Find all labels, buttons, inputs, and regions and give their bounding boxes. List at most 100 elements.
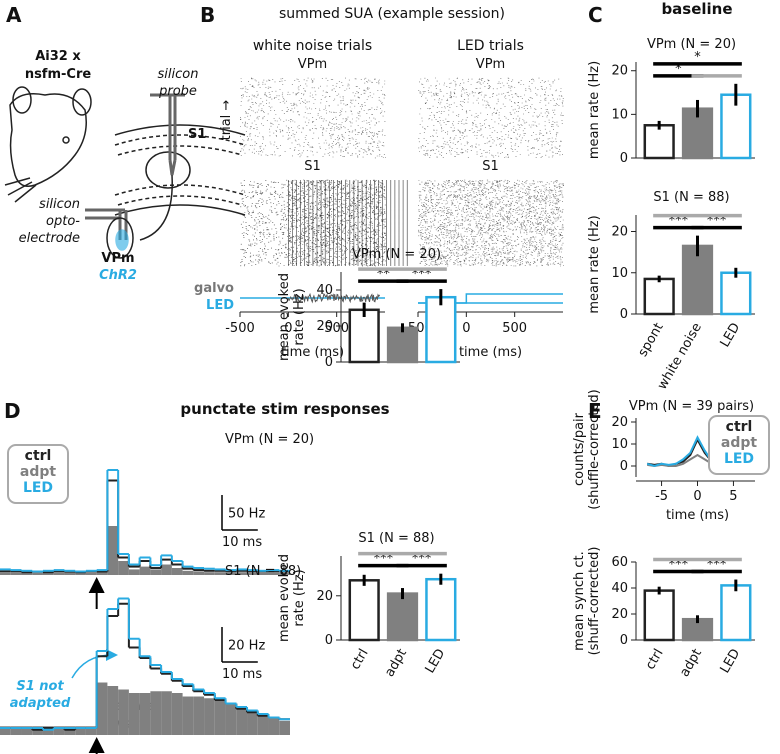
x-tick-label: 5 (729, 489, 737, 504)
histogram-bar (150, 569, 162, 575)
mouse-illustration (4, 86, 246, 259)
y-tick-label: 20 (611, 225, 628, 240)
optrode-label: silicon (39, 197, 80, 212)
y-tick-label: 20 (316, 319, 333, 334)
scale-label: 10 ms (222, 667, 262, 682)
y-tick-label: 0 (620, 307, 628, 322)
column-title: white noise trials (253, 38, 372, 54)
nucleus-label: VPm (101, 251, 134, 266)
panel-title: summed SUA (example session) (279, 6, 505, 22)
y-tick-label: 20 (611, 64, 628, 79)
panel-letter: A (6, 3, 22, 27)
y-tick-label: 40 (316, 283, 333, 298)
raster-texture (240, 179, 408, 267)
legend-entry: adpt (721, 435, 757, 451)
histogram-bar (279, 572, 290, 575)
chart-title: VPm (N = 20) (352, 247, 441, 262)
panel-letter: C (588, 3, 603, 27)
histogram-bar (171, 568, 183, 575)
significance-label: * (675, 62, 682, 77)
histogram-bar (214, 700, 226, 735)
y-tick-label: 0 (620, 633, 628, 648)
annotation: S1 not (16, 679, 64, 694)
histogram-bar (247, 572, 258, 575)
legend-entry: ctrl (726, 419, 753, 435)
raster-texture (418, 77, 564, 158)
probe-label: silicon (158, 67, 199, 82)
strain-label: Ai32 x (35, 49, 81, 64)
legend-entry: ctrl (25, 448, 52, 464)
raster-texture (418, 179, 564, 267)
panel-letter: B (200, 3, 215, 27)
panel-title: baseline (661, 0, 732, 18)
histogram-bar (0, 572, 11, 575)
histogram-bar (107, 686, 119, 735)
y-axis-label: rate (Hz) (292, 569, 307, 626)
x-tick-label: 0 (462, 321, 470, 336)
y-tick-label: 20 (316, 589, 333, 604)
x-axis-label: time (ms) (666, 508, 729, 523)
legend-box (7, 444, 69, 504)
panel-letter: E (588, 399, 602, 423)
optrode-label: opto- (46, 214, 80, 229)
x-tick-label: -500 (225, 321, 255, 336)
histogram-bar (118, 689, 129, 735)
raster-texture (240, 77, 386, 159)
y-axis-label: counts/pair (572, 412, 587, 486)
histogram-bar (96, 682, 108, 735)
histogram-bar (139, 693, 151, 735)
x-tick-label: ctrl (348, 647, 372, 673)
y-tick-label: 0 (620, 459, 628, 474)
y-tick-label: 20 (611, 607, 628, 622)
area-label: S1 (188, 127, 206, 142)
histogram-bar (225, 703, 237, 735)
histogram-bar (257, 572, 269, 575)
histogram-bar (10, 572, 22, 575)
scale-label: 50 Hz (228, 507, 265, 522)
y-axis-label: mean rate (Hz) (587, 61, 602, 159)
bar (643, 277, 675, 316)
bar (386, 592, 419, 642)
chart-title: VPm (N = 20) (225, 432, 314, 447)
histogram-bar (0, 726, 11, 735)
bar (720, 271, 752, 316)
y-tick-label: 60 (611, 555, 628, 570)
y-tick-label: 20 (611, 415, 628, 430)
legend-entry: adpt (20, 464, 56, 480)
chart-title: S1 (N = 88) (225, 564, 301, 579)
histogram-bar (236, 572, 248, 575)
histogram-bar (85, 726, 97, 735)
histogram-bar (182, 696, 194, 735)
galvo-trace (287, 292, 381, 304)
histogram-bar (32, 572, 43, 575)
histogram-bar (118, 561, 129, 575)
histogram-bar (193, 696, 205, 735)
bar (681, 244, 714, 316)
x-tick-label: LED (718, 321, 744, 351)
bar (720, 584, 752, 642)
histogram-bar (85, 572, 97, 575)
histogram-bar (161, 691, 172, 735)
x-axis-label: time (ms) (281, 345, 344, 360)
y-label: trial → (219, 100, 234, 141)
histogram-bar (279, 721, 290, 735)
x-tick-label: 0 (693, 489, 701, 504)
y-tick-label: 40 (611, 581, 628, 596)
legend-entry: LED (23, 480, 53, 496)
trace-label: galvo (194, 281, 234, 296)
trace-label: LED (206, 298, 234, 313)
annotation-arrow (71, 649, 118, 679)
y-tick-label: 10 (611, 437, 628, 452)
y-tick-label: 10 (611, 266, 628, 281)
y-tick-label: 10 (611, 107, 628, 122)
x-tick-label: 0 (284, 321, 292, 336)
y-axis-label: rate (Hz) (292, 288, 307, 345)
x-tick-label: 500 (324, 321, 349, 336)
significance-label: * (694, 50, 701, 65)
histogram-bar (10, 726, 22, 735)
x-tick-label: ctrl (643, 647, 667, 673)
histogram-bar (268, 572, 280, 575)
row-title: VPm (476, 57, 505, 72)
histogram-bar (75, 572, 86, 575)
